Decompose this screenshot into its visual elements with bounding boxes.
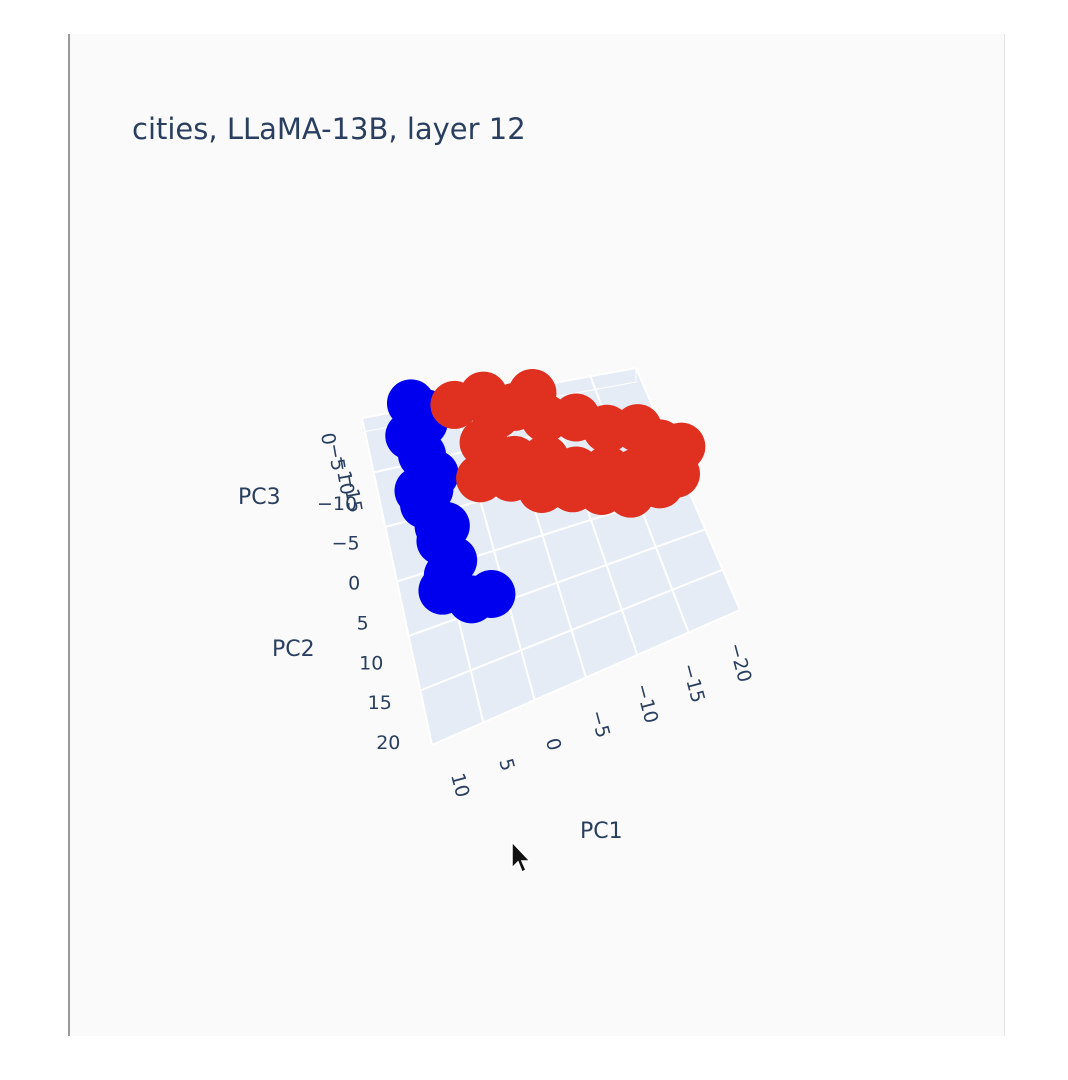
red-point bbox=[612, 448, 661, 497]
mouse-cursor-icon bbox=[511, 840, 532, 874]
pc3-tick: −5 bbox=[323, 441, 350, 472]
red-point bbox=[508, 368, 557, 417]
blue-point bbox=[394, 466, 443, 515]
chart-title: cities, LLaMA-13B, layer 12 bbox=[132, 112, 526, 146]
pc2-tick: 20 bbox=[376, 732, 400, 754]
pc2-tick: 0 bbox=[348, 573, 360, 595]
pc1-tick: 5 bbox=[494, 756, 518, 773]
pc2-axis-label: PC2 bbox=[272, 637, 315, 662]
pc2-tick: −10 bbox=[317, 493, 357, 515]
pc3-axis-label: PC3 bbox=[238, 485, 281, 510]
pc1-tick: −10 bbox=[631, 681, 663, 725]
pc1-tick: −15 bbox=[677, 661, 709, 705]
data-points bbox=[385, 368, 706, 624]
pc1-tick: 10 bbox=[446, 771, 474, 800]
pc2-tick: 15 bbox=[368, 692, 392, 714]
pc1-axis-label: PC1 bbox=[580, 819, 623, 844]
pc2-tick: 5 bbox=[357, 612, 369, 634]
pc1-tick: −5 bbox=[586, 708, 615, 741]
pc2-tick: −5 bbox=[332, 533, 360, 555]
pc1-tick: 0 bbox=[541, 736, 565, 753]
pc3-tick: 0 bbox=[316, 431, 340, 447]
pc1-tick: −20 bbox=[724, 640, 756, 684]
blue-point bbox=[467, 570, 516, 619]
blue-point bbox=[414, 502, 463, 551]
pc2-tick: 10 bbox=[359, 652, 383, 674]
red-point bbox=[472, 390, 521, 439]
